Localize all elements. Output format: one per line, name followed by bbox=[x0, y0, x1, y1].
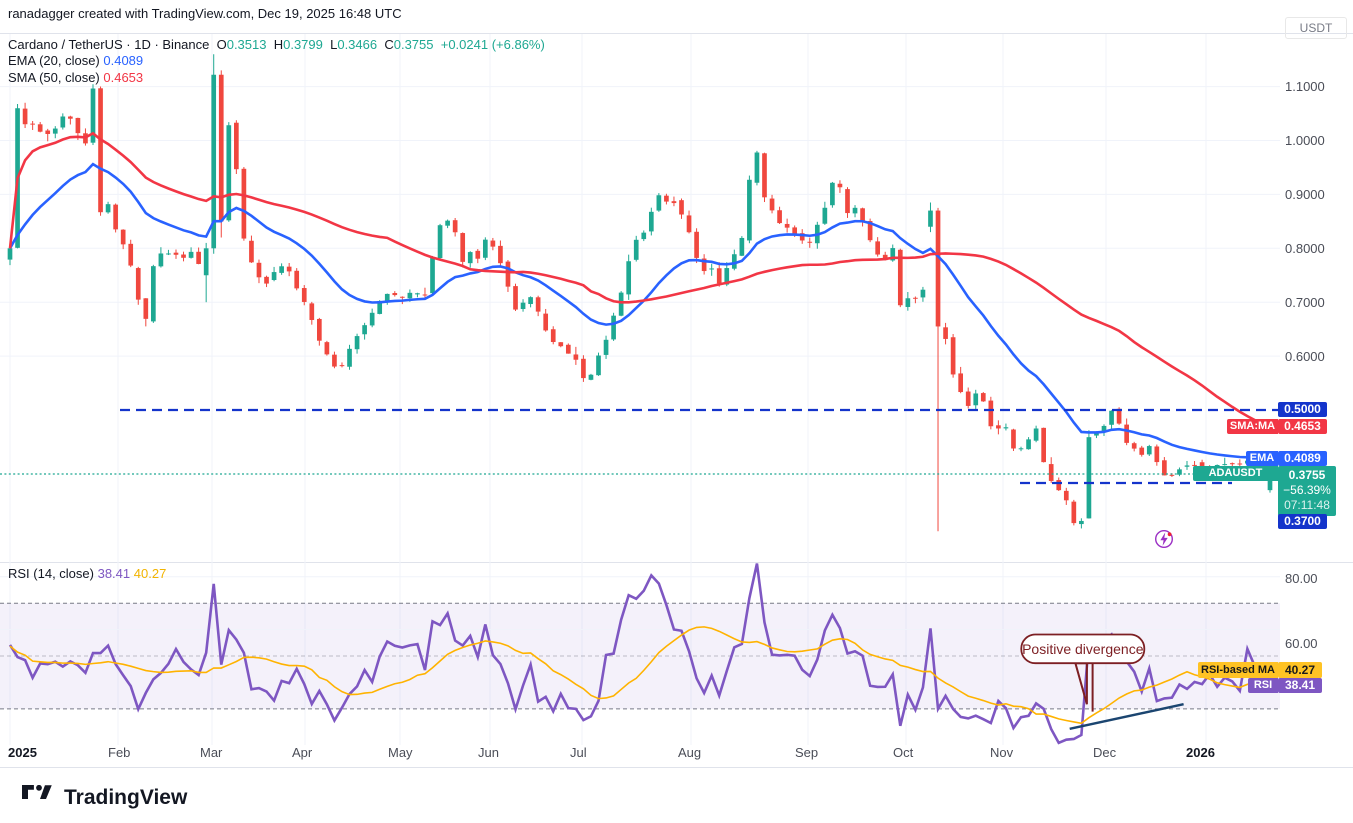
svg-text:Positive divergence: Positive divergence bbox=[1022, 641, 1144, 657]
